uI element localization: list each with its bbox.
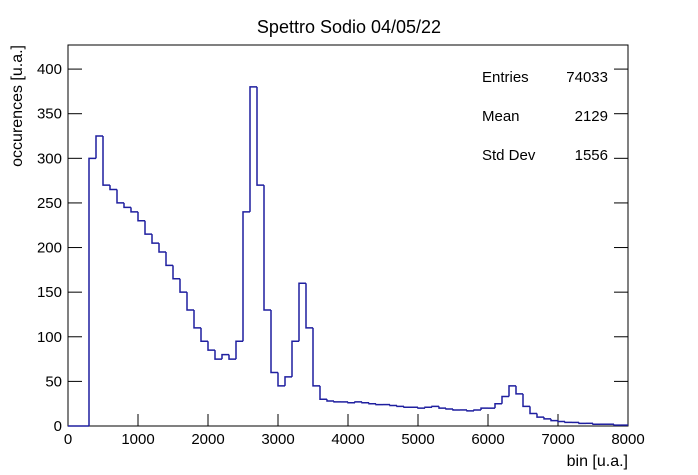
histogram-bin bbox=[284, 376, 292, 386]
histogram-bin bbox=[200, 327, 208, 342]
histogram-bin bbox=[403, 406, 411, 409]
histogram-bin bbox=[186, 292, 194, 311]
histogram-bin bbox=[501, 395, 509, 404]
histogram-bin bbox=[375, 403, 383, 406]
histogram-bin bbox=[536, 413, 544, 418]
histogram-bin bbox=[326, 399, 334, 402]
histogram-bin bbox=[151, 234, 159, 244]
histogram-bin bbox=[172, 265, 180, 280]
histogram-bin bbox=[508, 385, 516, 397]
stats-value: 74033 bbox=[566, 69, 608, 86]
histogram-bin bbox=[102, 136, 110, 186]
x-tick-label: 1000 bbox=[121, 431, 154, 448]
histogram-bin bbox=[445, 408, 453, 410]
histogram-bin bbox=[249, 86, 257, 212]
histogram-bin bbox=[480, 407, 488, 410]
histogram-bin bbox=[116, 189, 124, 204]
histogram-bin bbox=[424, 406, 432, 409]
histogram-bin bbox=[270, 310, 278, 374]
histogram-bin bbox=[578, 422, 586, 425]
histogram-bin bbox=[550, 418, 558, 422]
histogram-bin bbox=[522, 393, 530, 408]
x-tick-label: 0 bbox=[64, 431, 72, 448]
histogram-bin bbox=[431, 405, 439, 408]
histogram-bin bbox=[277, 372, 285, 387]
y-axis-label: occurences [u.a.] bbox=[9, 45, 26, 167]
histogram-bin bbox=[354, 401, 362, 403]
histogram-bin bbox=[396, 405, 404, 408]
histogram-bin bbox=[144, 220, 152, 235]
histogram-bin bbox=[165, 252, 173, 267]
y-tick-label: 300 bbox=[37, 150, 62, 167]
x-tick-label: 7000 bbox=[541, 431, 574, 448]
x-tick-label: 8000 bbox=[611, 431, 644, 448]
histogram-bin bbox=[179, 278, 187, 293]
histogram-bin bbox=[333, 401, 341, 403]
x-tick-label: 3000 bbox=[261, 431, 294, 448]
histogram-bin bbox=[347, 401, 355, 404]
histogram-bin bbox=[95, 135, 103, 159]
histogram-bin bbox=[88, 157, 96, 426]
histogram-bin bbox=[305, 283, 313, 329]
y-tick-label: 100 bbox=[37, 329, 62, 346]
histogram-bin bbox=[109, 185, 117, 191]
histogram-bin bbox=[368, 402, 376, 405]
histogram-bin bbox=[158, 243, 166, 253]
x-axis-label: bin [u.a.] bbox=[567, 453, 628, 470]
histogram-bin bbox=[242, 211, 250, 342]
histogram-bin bbox=[438, 406, 446, 409]
histogram-bin bbox=[291, 340, 299, 377]
chart-title: Spettro Sodio 04/05/22 bbox=[257, 17, 441, 37]
histogram-bin bbox=[137, 211, 145, 222]
histogram-bin bbox=[473, 409, 481, 411]
x-tick-label: 4000 bbox=[331, 431, 364, 448]
histogram-bin bbox=[123, 202, 131, 209]
histogram-bin bbox=[417, 407, 425, 409]
histogram-bin bbox=[130, 207, 138, 213]
histogram-bin bbox=[298, 282, 306, 342]
histogram-bin bbox=[564, 421, 572, 424]
histogram-bin bbox=[214, 350, 222, 360]
histogram-bin bbox=[529, 406, 537, 415]
histogram-bin bbox=[361, 401, 369, 404]
y-tick-label: 350 bbox=[37, 106, 62, 123]
histogram-bin bbox=[592, 423, 600, 425]
histogram-bin bbox=[452, 409, 460, 411]
y-tick-label: 50 bbox=[45, 373, 62, 390]
histogram-bin bbox=[494, 402, 502, 409]
histogram-bin bbox=[557, 420, 565, 423]
histogram-bin bbox=[228, 354, 236, 360]
histogram-bin bbox=[263, 185, 271, 311]
histogram-bin bbox=[312, 327, 320, 387]
histogram-bin bbox=[466, 409, 474, 412]
histogram-bin bbox=[389, 404, 397, 407]
y-tick-label: 0 bbox=[54, 418, 62, 435]
stats-value: 1556 bbox=[575, 147, 608, 164]
stats-value: 2129 bbox=[575, 108, 608, 125]
histogram-bin bbox=[193, 310, 201, 329]
x-tick-label: 6000 bbox=[471, 431, 504, 448]
histogram-bin bbox=[256, 86, 264, 186]
histogram-bin bbox=[319, 385, 327, 400]
histogram-bin bbox=[207, 341, 215, 351]
stats-label: Entries bbox=[482, 69, 529, 86]
x-tick-label: 5000 bbox=[401, 431, 434, 448]
histogram-bin bbox=[235, 340, 243, 360]
y-tick-label: 250 bbox=[37, 195, 62, 212]
y-tick-label: 150 bbox=[37, 284, 62, 301]
histogram-bin bbox=[515, 385, 523, 395]
histogram-bin bbox=[543, 417, 551, 420]
y-tick-label: 200 bbox=[37, 240, 62, 257]
stats-label: Mean bbox=[482, 108, 520, 125]
x-tick-label: 2000 bbox=[191, 431, 224, 448]
y-tick-label: 400 bbox=[37, 61, 62, 78]
stats-label: Std Dev bbox=[482, 147, 536, 164]
histogram-bin bbox=[221, 353, 229, 360]
histogram-bin bbox=[613, 424, 621, 426]
